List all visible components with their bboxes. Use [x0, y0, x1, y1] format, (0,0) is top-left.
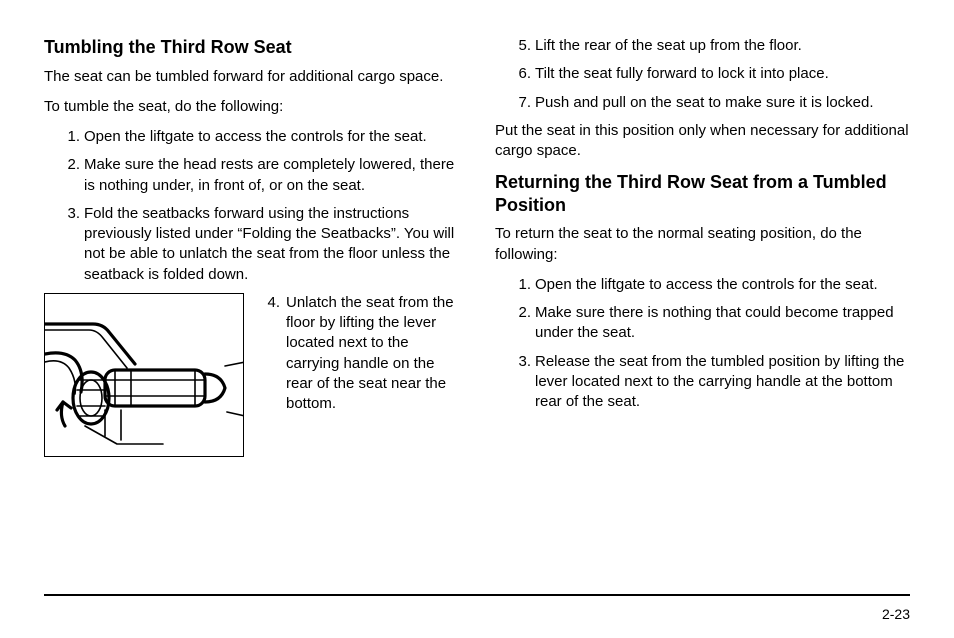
- return-steps: Open the liftgate to access the controls…: [495, 275, 910, 413]
- return-step-2: Make sure there is nothing that could be…: [495, 303, 910, 344]
- page-number: 2-23: [882, 606, 910, 622]
- footer-rule: [44, 594, 910, 596]
- two-column-layout: Tumbling the Third Row Seat The seat can…: [44, 36, 910, 457]
- lever-svg: [45, 294, 244, 457]
- step-6: Tilt the seat fully forward to lock it i…: [495, 64, 910, 84]
- tumble-steps-1-3: Open the liftgate to access the controls…: [44, 127, 459, 285]
- step-7: Push and pull on the seat to make sure i…: [495, 93, 910, 113]
- left-column: Tumbling the Third Row Seat The seat can…: [44, 36, 459, 457]
- step-5: Lift the rear of the seat up from the fl…: [495, 36, 910, 56]
- tumble-intro-1: The seat can be tumbled forward for addi…: [44, 67, 459, 87]
- manual-page: Tumbling the Third Row Seat The seat can…: [0, 0, 954, 638]
- return-step-3: Release the seat from the tumbled positi…: [495, 352, 910, 413]
- step-4-number: 4.: [258, 293, 280, 313]
- lever-illustration: [44, 293, 244, 457]
- return-intro: To return the seat to the normal seating…: [495, 224, 910, 265]
- return-step-1: Open the liftgate to access the controls…: [495, 275, 910, 295]
- step-3: Fold the seatbacks forward using the ins…: [44, 204, 459, 285]
- step-1: Open the liftgate to access the controls…: [44, 127, 459, 147]
- step-2: Make sure the head rests are completely …: [44, 155, 459, 196]
- tumble-outro: Put the seat in this position only when …: [495, 121, 910, 162]
- step-4-text: Unlatch the seat from the floor by lifti…: [286, 294, 454, 412]
- heading-tumbling: Tumbling the Third Row Seat: [44, 36, 459, 59]
- figure-and-step4: 4. Unlatch the seat from the floor by li…: [44, 293, 459, 457]
- heading-returning: Returning the Third Row Seat from a Tumb…: [495, 171, 910, 216]
- tumble-steps-5-7: Lift the rear of the seat up from the fl…: [495, 36, 910, 113]
- tumble-intro-2: To tumble the seat, do the following:: [44, 97, 459, 117]
- step-4: 4. Unlatch the seat from the floor by li…: [258, 293, 459, 415]
- right-column: Lift the rear of the seat up from the fl…: [495, 36, 910, 457]
